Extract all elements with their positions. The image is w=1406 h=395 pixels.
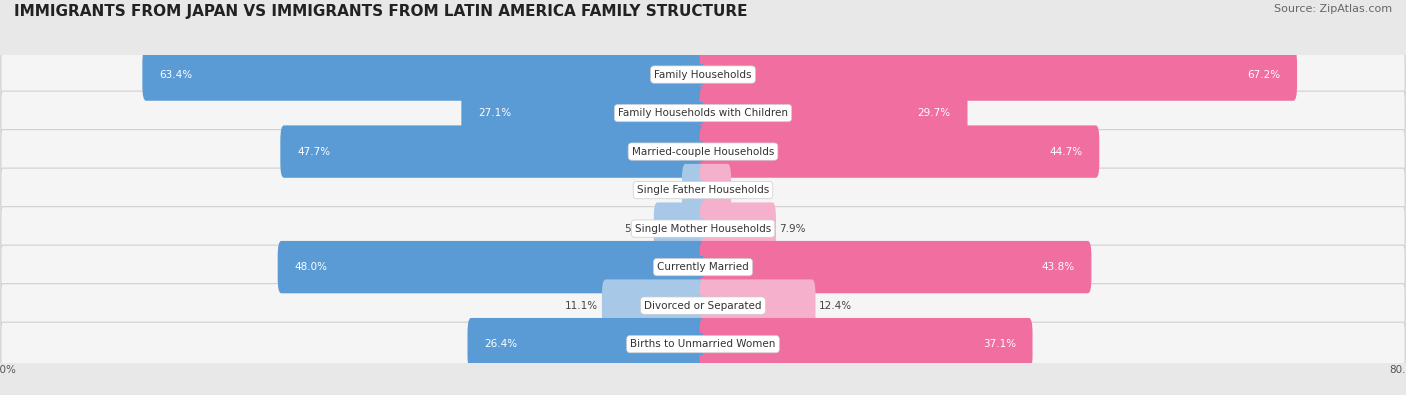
- FancyBboxPatch shape: [602, 279, 707, 332]
- FancyBboxPatch shape: [700, 87, 967, 139]
- Text: 27.1%: 27.1%: [478, 108, 512, 118]
- Bar: [703, 102, 834, 124]
- Text: 44.7%: 44.7%: [1049, 147, 1083, 156]
- Bar: [703, 218, 738, 239]
- FancyBboxPatch shape: [700, 48, 1296, 101]
- Text: 11.1%: 11.1%: [565, 301, 599, 310]
- Bar: [703, 333, 866, 355]
- Text: Family Households: Family Households: [654, 70, 752, 79]
- Text: 2.8%: 2.8%: [734, 185, 761, 195]
- Text: 2.0%: 2.0%: [652, 185, 678, 195]
- Bar: [588, 333, 703, 355]
- Bar: [703, 141, 900, 162]
- FancyBboxPatch shape: [700, 125, 1099, 178]
- Bar: [695, 179, 703, 201]
- Text: 26.4%: 26.4%: [484, 339, 517, 349]
- FancyBboxPatch shape: [1, 53, 1405, 96]
- Text: 48.0%: 48.0%: [294, 262, 328, 272]
- Text: Single Father Households: Single Father Households: [637, 185, 769, 195]
- FancyBboxPatch shape: [700, 318, 1032, 371]
- Text: 37.1%: 37.1%: [983, 339, 1015, 349]
- Text: Divorced or Separated: Divorced or Separated: [644, 301, 762, 310]
- Text: Single Mother Households: Single Mother Households: [636, 224, 770, 233]
- FancyBboxPatch shape: [467, 318, 707, 371]
- FancyBboxPatch shape: [1, 207, 1405, 250]
- Text: 5.2%: 5.2%: [624, 224, 650, 233]
- Bar: [494, 141, 703, 162]
- Text: 80.0%: 80.0%: [1389, 365, 1406, 375]
- Bar: [703, 64, 998, 85]
- Text: 43.8%: 43.8%: [1042, 262, 1074, 272]
- FancyBboxPatch shape: [1, 245, 1405, 289]
- Text: 12.4%: 12.4%: [818, 301, 852, 310]
- FancyBboxPatch shape: [280, 125, 707, 178]
- Text: 67.2%: 67.2%: [1247, 70, 1281, 79]
- Text: Currently Married: Currently Married: [657, 262, 749, 272]
- FancyBboxPatch shape: [1, 284, 1405, 327]
- FancyBboxPatch shape: [654, 202, 707, 255]
- FancyBboxPatch shape: [700, 164, 731, 216]
- FancyBboxPatch shape: [1, 130, 1405, 173]
- Text: Source: ZipAtlas.com: Source: ZipAtlas.com: [1274, 4, 1392, 14]
- Text: 29.7%: 29.7%: [918, 108, 950, 118]
- Text: 80.0%: 80.0%: [0, 365, 17, 375]
- FancyBboxPatch shape: [1, 322, 1405, 366]
- FancyBboxPatch shape: [461, 87, 707, 139]
- FancyBboxPatch shape: [278, 241, 707, 293]
- FancyBboxPatch shape: [1, 91, 1405, 135]
- Text: Family Households with Children: Family Households with Children: [619, 108, 787, 118]
- Text: 7.9%: 7.9%: [779, 224, 806, 233]
- FancyBboxPatch shape: [700, 241, 1091, 293]
- Bar: [703, 256, 896, 278]
- FancyBboxPatch shape: [700, 202, 776, 255]
- Text: 63.4%: 63.4%: [159, 70, 193, 79]
- FancyBboxPatch shape: [700, 279, 815, 332]
- Bar: [492, 256, 703, 278]
- FancyBboxPatch shape: [142, 48, 707, 101]
- Bar: [583, 102, 703, 124]
- Bar: [425, 64, 703, 85]
- FancyBboxPatch shape: [682, 164, 707, 216]
- Text: IMMIGRANTS FROM JAPAN VS IMMIGRANTS FROM LATIN AMERICA FAMILY STRUCTURE: IMMIGRANTS FROM JAPAN VS IMMIGRANTS FROM…: [14, 4, 748, 19]
- Bar: [703, 295, 758, 316]
- FancyBboxPatch shape: [1, 168, 1405, 212]
- Bar: [703, 179, 716, 201]
- Text: Births to Unmarried Women: Births to Unmarried Women: [630, 339, 776, 349]
- Text: 47.7%: 47.7%: [297, 147, 330, 156]
- Bar: [654, 295, 703, 316]
- Text: Married-couple Households: Married-couple Households: [631, 147, 775, 156]
- Bar: [681, 218, 703, 239]
